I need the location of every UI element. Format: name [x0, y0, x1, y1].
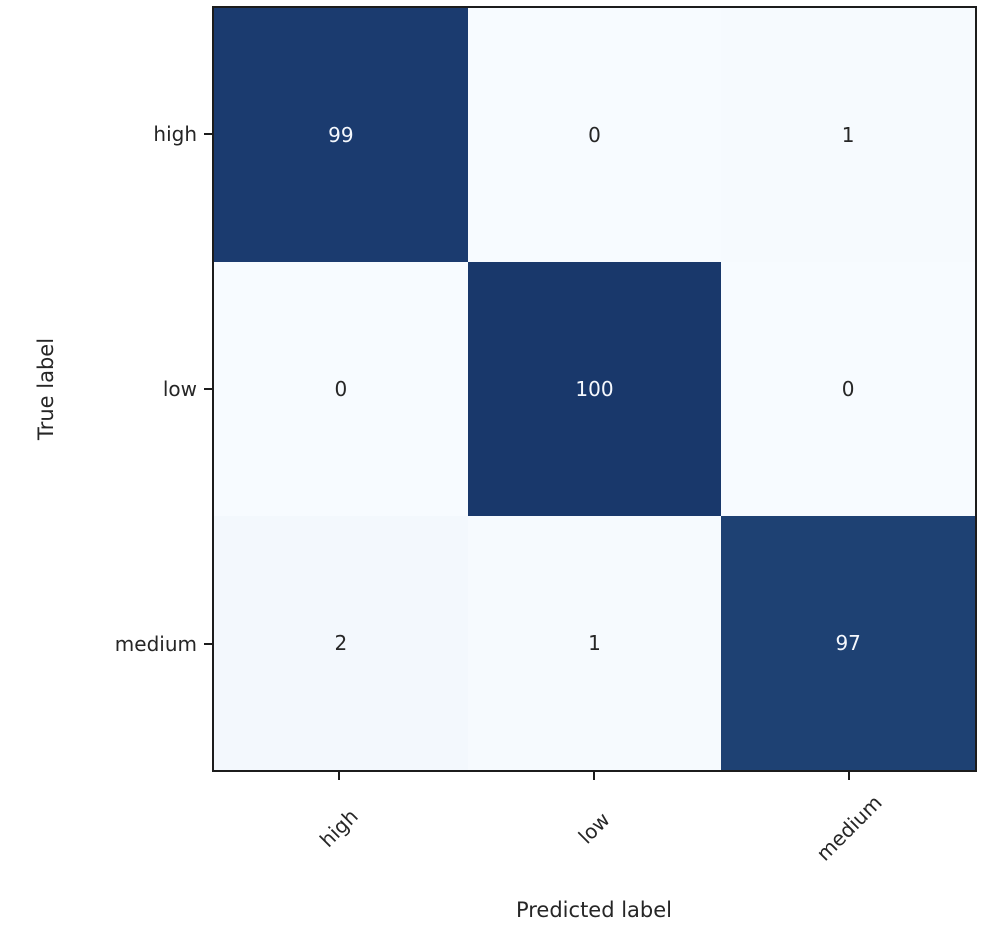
- matrix-cell-medium-high: 2: [214, 516, 468, 770]
- x-tick-label-medium: medium: [811, 790, 887, 866]
- x-tick-label-high: high: [315, 804, 363, 852]
- x-tick-label-low: low: [573, 807, 615, 849]
- y-axis-label: True label: [34, 337, 59, 441]
- x-axis-label: Predicted label: [515, 898, 673, 922]
- x-tick-mark: [848, 772, 850, 780]
- matrix-cell-low-low: 100: [467, 262, 722, 516]
- cell-value: 0: [588, 123, 601, 147]
- matrix-cell-medium-medium: 97: [721, 516, 975, 770]
- y-tick-mark: [204, 388, 212, 390]
- cell-value: 100: [575, 377, 614, 401]
- cell-value: 0: [841, 377, 855, 401]
- matrix-cell-high-medium: 1: [721, 8, 975, 262]
- matrix-cell-low-high: 0: [214, 262, 468, 516]
- y-tick-mark: [204, 133, 212, 135]
- y-tick-label-high: high: [153, 122, 197, 146]
- y-tick-label-medium: medium: [114, 632, 197, 656]
- cell-value: 2: [334, 631, 348, 655]
- cell-value: 1: [841, 123, 855, 147]
- matrix-cell-low-medium: 0: [721, 262, 975, 516]
- y-tick-label-low: low: [162, 377, 197, 401]
- y-tick-mark: [204, 643, 212, 645]
- cell-value: 0: [334, 377, 348, 401]
- cell-value: 1: [588, 631, 601, 655]
- matrix-cell-medium-low: 1: [467, 516, 722, 770]
- x-tick-mark: [338, 772, 340, 780]
- heatmap-grid: 99 0 1 0 100 0 2 1 97: [212, 6, 977, 772]
- matrix-cell-high-high: 99: [214, 8, 468, 262]
- x-tick-mark: [593, 772, 595, 780]
- cell-value: 97: [835, 631, 861, 655]
- matrix-cell-high-low: 0: [467, 8, 722, 262]
- cell-value: 99: [328, 123, 354, 147]
